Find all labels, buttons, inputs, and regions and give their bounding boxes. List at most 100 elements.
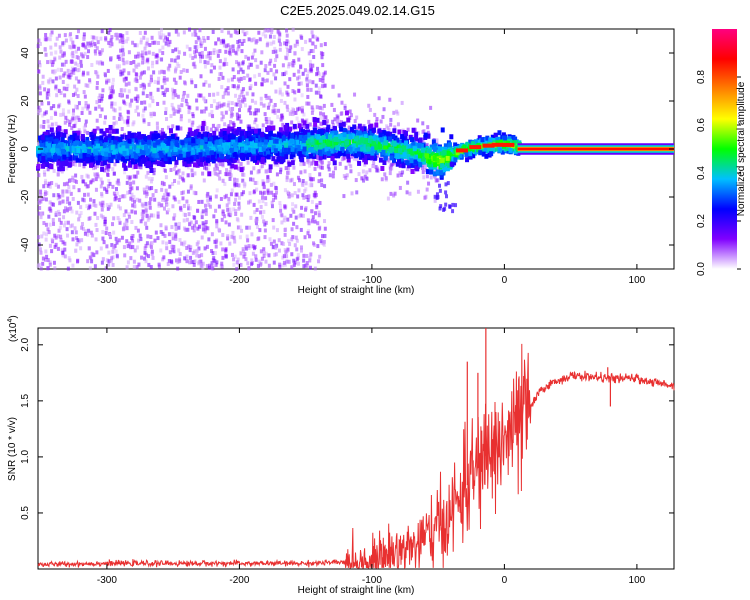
spectrogram-cell [208, 195, 212, 200]
spectrogram-cell [98, 98, 102, 103]
spectrogram-cell [182, 203, 186, 208]
spectrogram-cell [269, 168, 273, 173]
spectrogram-cell [96, 74, 100, 79]
spectrogram-cell [44, 32, 48, 37]
spectrogram-cell [197, 199, 201, 204]
spectrogram-cell [280, 241, 284, 246]
spectrogram-cell [162, 100, 166, 105]
spectrogram-cell [77, 101, 81, 106]
spectrogram-cell [169, 132, 173, 137]
spectrogram-cell [123, 194, 127, 199]
spectrogram-cell [249, 170, 253, 175]
spectrogram-cell [172, 167, 176, 172]
spectrogram-cell [471, 153, 476, 159]
spectrogram-cell [109, 38, 113, 43]
spectrogram-cell [314, 132, 318, 137]
spectrogram-cell [127, 50, 131, 55]
spectrogram-cell [415, 152, 420, 158]
spectrogram-cell [171, 236, 175, 241]
spectrogram-cell [268, 122, 272, 127]
spectrogram-cell [163, 233, 167, 238]
spectrogram-cell [213, 239, 217, 244]
spectrogram-cell [122, 158, 127, 164]
spectrogram-cell [241, 87, 245, 92]
spectrogram-cell [336, 122, 340, 127]
spectrogram-cell [158, 48, 162, 53]
spectrogram-cell [208, 112, 212, 117]
spectrogram-cell [70, 209, 74, 214]
spectrogram-cell [397, 129, 402, 135]
spectrogram-cell [292, 157, 296, 162]
spectrogram-cell [74, 248, 78, 253]
spectrogram-cell [368, 124, 373, 130]
spectrogram-cell [306, 198, 310, 203]
spectrogram-cell [322, 103, 326, 108]
spectrogram-cell [175, 47, 179, 52]
spectrogram-cell [306, 231, 310, 236]
spectrogram-cell [143, 100, 147, 105]
spectrogram-cell [121, 37, 125, 42]
spectrogram-cell [278, 262, 282, 267]
spectrogram-cell [250, 55, 254, 60]
spectrogram-cell [203, 222, 207, 227]
spectrogram-cell [174, 68, 178, 73]
spectrogram-cell [200, 50, 204, 55]
spectrogram-cell [214, 244, 218, 249]
spectrogram-cell [214, 41, 218, 46]
spectrogram-cell [144, 174, 148, 179]
spectrogram-cell [129, 196, 133, 201]
spectrogram-cell [286, 107, 290, 112]
spectrogram-cell [181, 94, 185, 99]
spectrogram-cell [279, 98, 283, 103]
spectrogram-cell [79, 210, 83, 215]
spectrogram-cell [131, 40, 135, 45]
spectrogram-cell [181, 176, 185, 181]
spectrogram-cell [248, 105, 252, 110]
spectrogram-cell [362, 126, 367, 132]
spectrogram-cell [278, 154, 283, 160]
spectrogram-cell [170, 260, 174, 265]
spectrogram-cell [192, 262, 196, 267]
spectrogram-cell [216, 102, 220, 107]
spectrogram-cell [218, 170, 222, 175]
spectrogram-cell [37, 111, 41, 116]
spectrogram-cell [167, 232, 171, 237]
spectrogram-cell [195, 98, 199, 103]
spectrogram-cell [67, 207, 71, 212]
spectrogram-cell [290, 120, 294, 125]
spectrogram-cell [226, 207, 230, 212]
spectrogram-cell [113, 101, 117, 106]
spectrogram-cell [187, 131, 192, 137]
spectrogram-cell [187, 244, 191, 249]
spectrogram-cell [255, 159, 260, 165]
spectrogram-cell [94, 173, 98, 178]
spectrogram-cell [61, 189, 65, 194]
spectrogram-cell [179, 117, 183, 122]
spectrogram-cell [203, 165, 207, 170]
spectrogram-cell [241, 99, 245, 104]
spectrogram-cell [199, 161, 204, 167]
spectrogram-cell [142, 70, 146, 75]
spectrogram-cell [241, 247, 245, 252]
spectrogram-cell [74, 230, 78, 235]
spectrogram-cell [49, 127, 54, 133]
spectrogram-cell [227, 196, 231, 201]
spectrogram-cell [91, 40, 95, 45]
spectrogram-cell [58, 75, 62, 80]
spectrogram-cell [266, 105, 270, 110]
spectrogram-cell [230, 163, 235, 169]
spectrogram-cell [96, 40, 100, 45]
spectrogram-cell [299, 227, 303, 232]
spectrogram-cell [180, 103, 184, 108]
spectrogram-cell [327, 167, 331, 172]
spectrogram-cell [111, 249, 115, 254]
spectrogram-cell [144, 43, 148, 48]
spectrogram-cell [74, 173, 78, 178]
spectrogram-cell [175, 29, 179, 34]
spectrogram-cell [63, 120, 67, 125]
spectrogram-cell [262, 209, 266, 214]
spectrogram-cell [61, 79, 65, 84]
spectrogram-cell [228, 45, 232, 50]
spectrogram-cell [311, 80, 315, 85]
spectrogram-cell [149, 179, 153, 184]
